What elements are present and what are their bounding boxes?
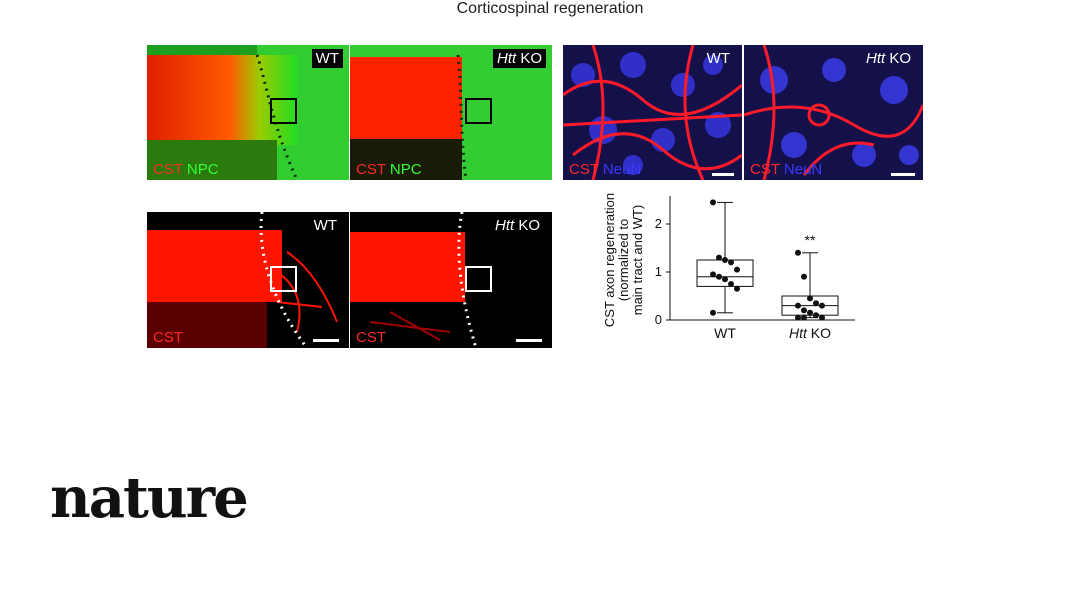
x-tick-label: Htt KO	[789, 325, 831, 341]
micrograph-wt-cst	[147, 212, 349, 348]
genotype-label: WT	[706, 50, 730, 67]
scale-bar	[313, 339, 339, 342]
genotype-label: WT	[311, 49, 343, 68]
data-point	[716, 254, 722, 261]
genotype-label: WT	[313, 217, 337, 234]
data-point	[716, 273, 722, 280]
data-point	[734, 266, 740, 273]
channel-legend: CST NPC	[153, 161, 219, 178]
channel-legend: CST NeuN	[750, 161, 823, 178]
channel-legend: CST NeuN	[569, 161, 642, 178]
panel-ko-npc: Htt KO CST NPC	[350, 45, 552, 180]
y-axis-label: (normalized to	[616, 219, 631, 301]
data-point	[807, 295, 813, 302]
data-point	[795, 302, 801, 309]
data-point	[734, 285, 740, 292]
data-point	[795, 314, 801, 321]
data-point	[813, 300, 819, 307]
data-point	[710, 199, 716, 206]
data-point	[728, 281, 734, 287]
data-point	[813, 312, 819, 319]
data-point	[807, 309, 813, 316]
nature-logo: nature	[50, 465, 249, 531]
data-point	[728, 259, 734, 266]
y-tick-label: 0	[655, 312, 662, 327]
panel-wt-neun: WT CST NeuN	[563, 45, 742, 180]
panel-wt-npc: WT CST NPC	[147, 45, 349, 180]
genotype-label: Htt KO	[865, 50, 911, 67]
y-tick-label: 1	[655, 264, 662, 279]
data-point	[795, 249, 801, 256]
micrograph-ko-npc	[350, 45, 552, 180]
x-tick-label: WT	[714, 325, 736, 341]
genotype-label: Htt KO	[494, 217, 540, 234]
channel-legend: CST	[153, 329, 183, 346]
panel-ko-neun: Htt KO CST NeuN	[744, 45, 923, 180]
scale-bar	[891, 173, 915, 176]
panel-wt-cst: WT CST	[147, 212, 349, 348]
micrograph-wt-neun	[563, 45, 742, 180]
box-plot: CST axon regeneration (normalized to main …	[600, 190, 870, 360]
micrograph-ko-cst	[350, 212, 552, 348]
data-point	[710, 271, 716, 278]
data-point	[801, 273, 807, 280]
significance-annotation: **	[805, 232, 816, 248]
micrograph-ko-neun	[744, 45, 923, 180]
genotype-label: Htt KO	[492, 49, 546, 68]
y-axis-label: main tract and WT)	[630, 205, 645, 316]
scale-bar	[516, 339, 542, 342]
data-point	[722, 257, 728, 263]
figure-title: Corticospinal regeneration	[456, 0, 644, 17]
channel-legend: CST	[356, 329, 386, 346]
data-point	[722, 276, 728, 283]
box-plot-svg: CST axon regeneration (normalized to main …	[602, 193, 855, 341]
channel-legend: CST NPC	[356, 161, 422, 178]
box	[696, 259, 754, 287]
scale-bar	[712, 173, 734, 176]
data-point	[819, 302, 825, 309]
panel-ko-cst: Htt KO CST	[350, 212, 552, 348]
data-point	[801, 307, 807, 314]
y-tick-label: 2	[655, 216, 662, 231]
data-point	[710, 309, 716, 316]
data-point	[819, 314, 825, 321]
y-axis-label: CST axon regeneration	[602, 193, 617, 327]
data-point	[801, 314, 807, 321]
